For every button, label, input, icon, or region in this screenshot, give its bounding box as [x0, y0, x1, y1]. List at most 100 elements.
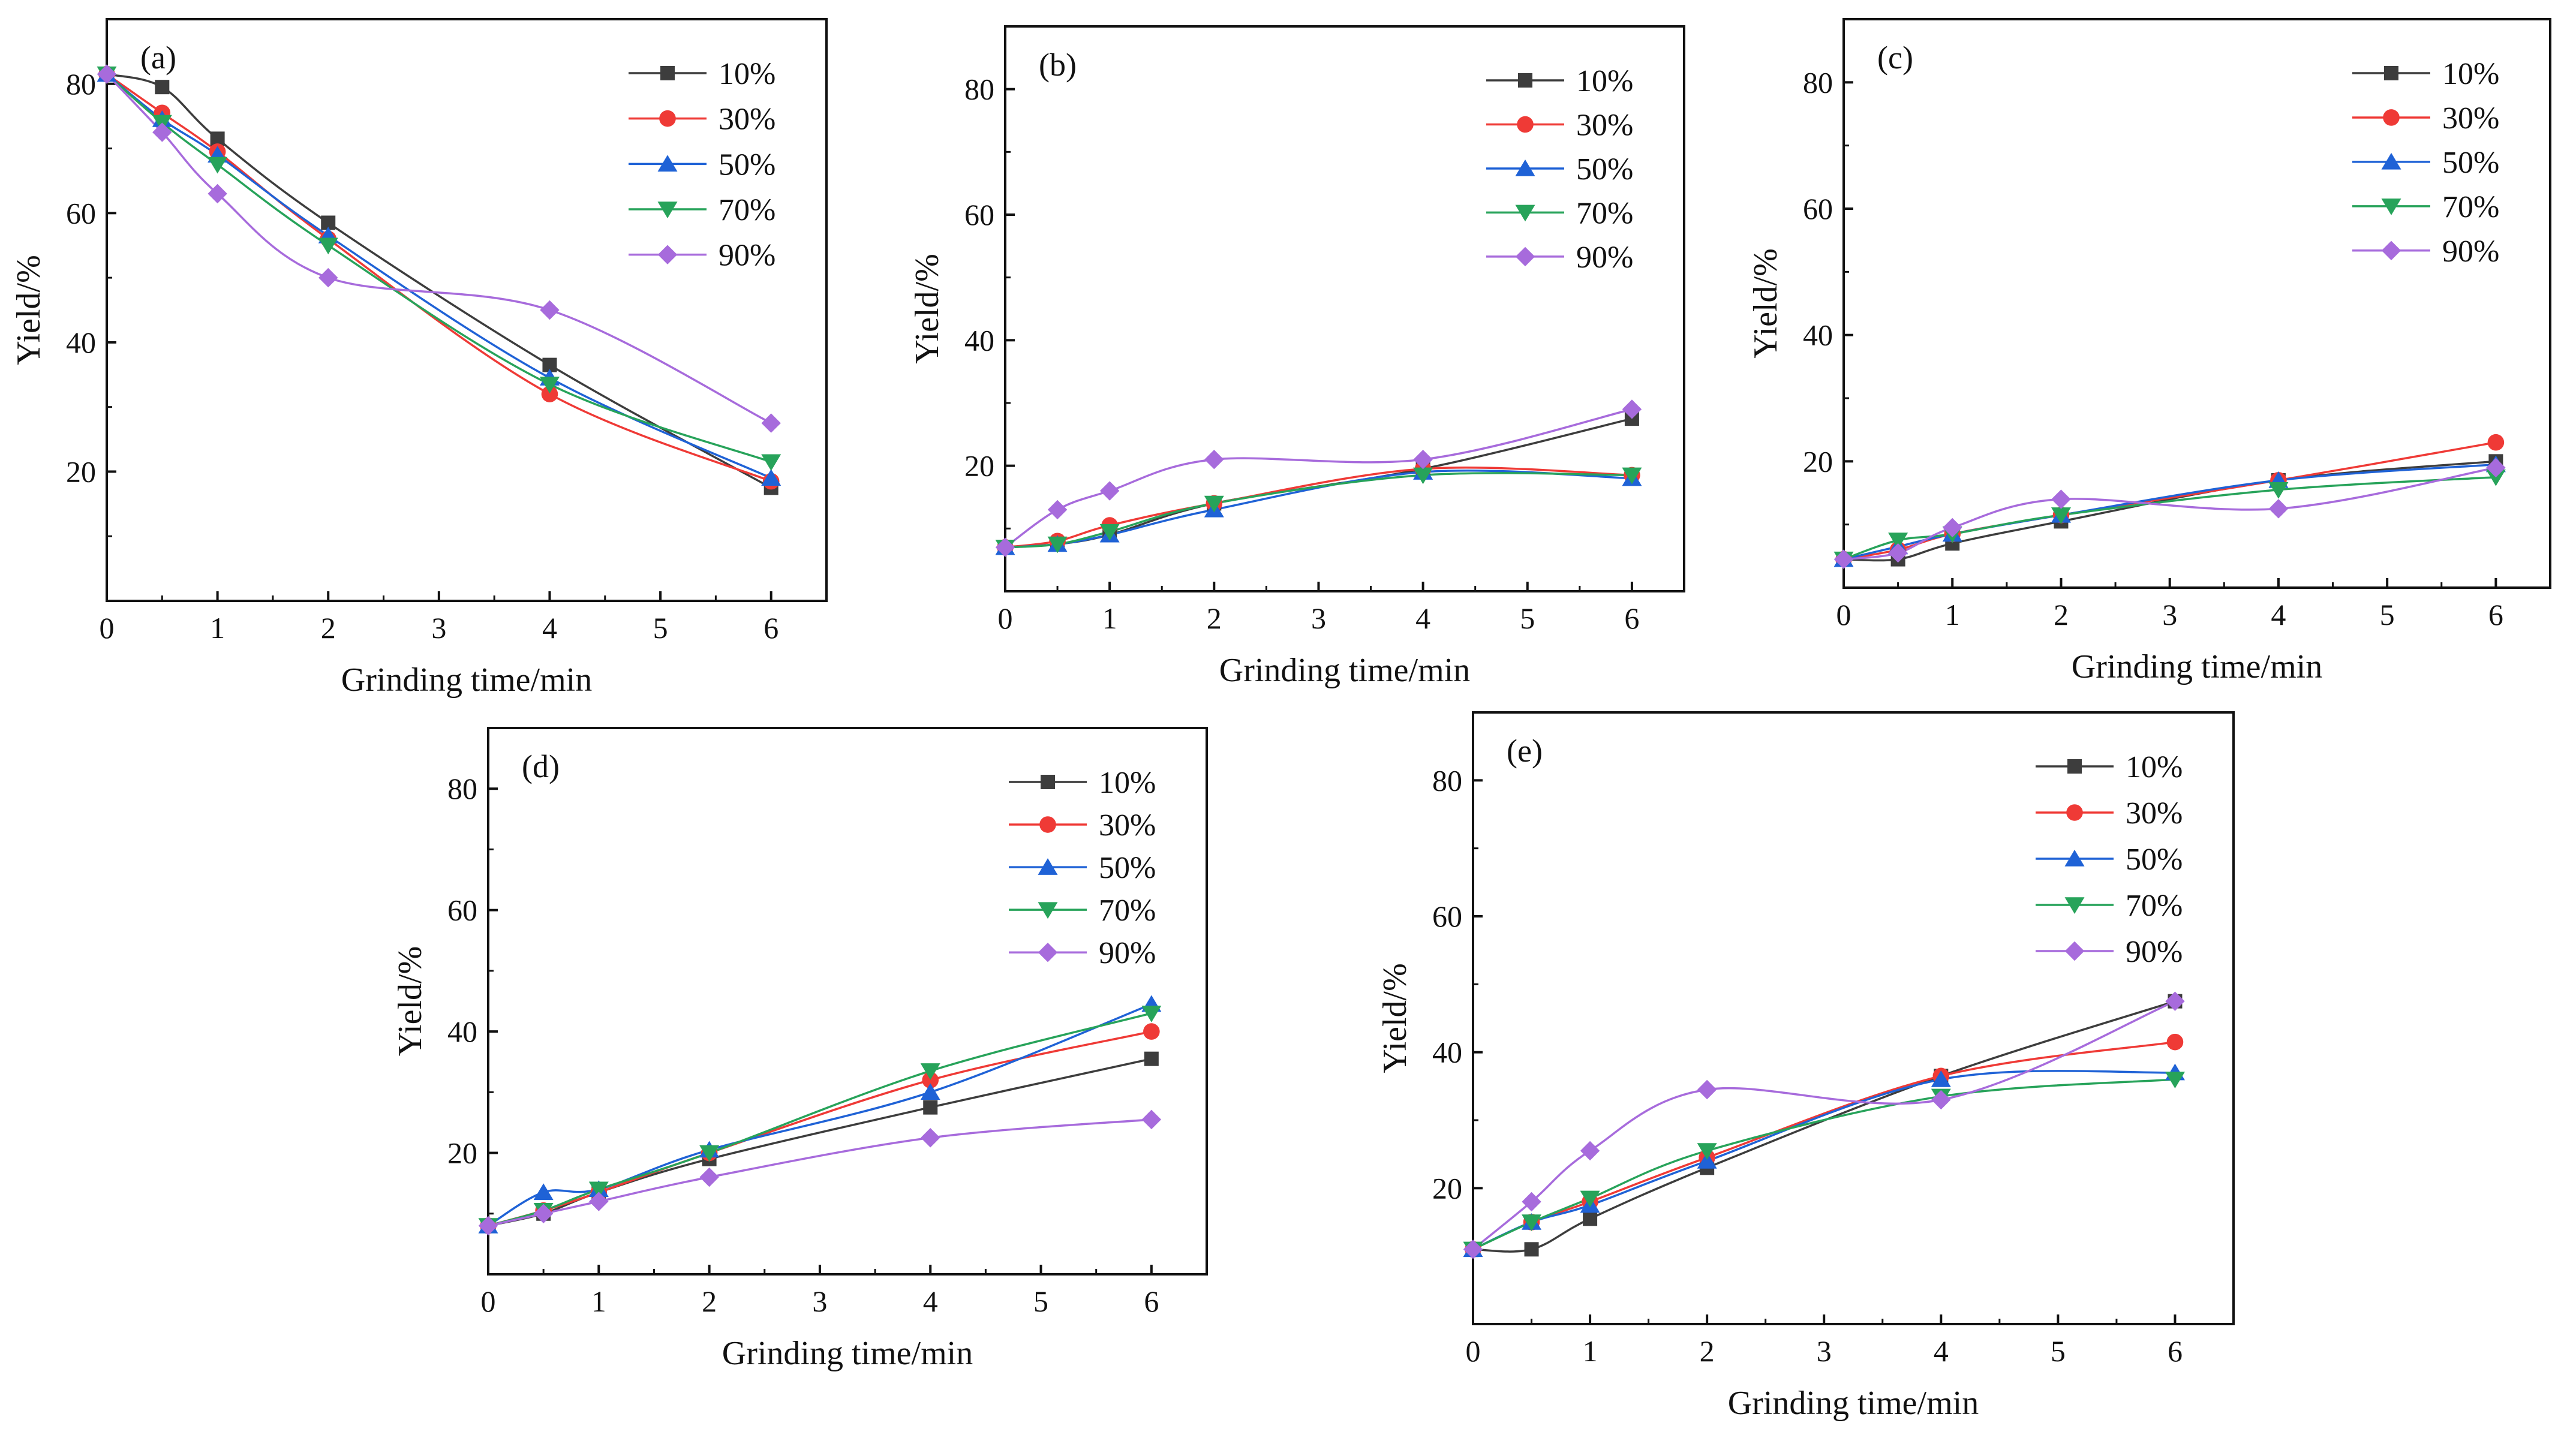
- x-tick-label-e-4: 4: [1934, 1334, 1949, 1368]
- legend-marker-c-4: [2381, 240, 2401, 260]
- x-tick-label-c-6: 6: [2488, 598, 2503, 631]
- data-point-d-3-5: [1141, 1005, 1162, 1022]
- panel-label-a: (a): [140, 40, 176, 76]
- data-point-a-4-3: [318, 267, 338, 288]
- data-point-a-1-4: [541, 386, 558, 402]
- data-point-e-0-2: [1583, 1211, 1598, 1226]
- data-point-c-4-1: [1888, 543, 1908, 563]
- y-axis-label-c: Yield/%: [1747, 248, 1784, 359]
- legend-label-b-2: 50%: [1576, 152, 1633, 186]
- legend-label-b-0: 10%: [1576, 64, 1633, 98]
- y-tick-label-c-0: 20: [1803, 444, 1833, 478]
- data-point-a-3-3: [318, 237, 338, 255]
- x-tick-label-d-1: 1: [591, 1284, 606, 1318]
- y-tick-label-e-0: 20: [1432, 1171, 1462, 1205]
- y-tick-label-a-2: 60: [66, 196, 96, 230]
- data-point-c-3-4: [2268, 482, 2289, 499]
- x-tick-label-a-3: 3: [431, 611, 446, 645]
- y-tick-label-c-3: 80: [1803, 65, 1833, 99]
- data-point-c-1-5: [2487, 434, 2505, 451]
- data-point-e-4-1: [1522, 1192, 1541, 1212]
- x-tick-label-d-2: 2: [702, 1284, 717, 1318]
- data-point-c-3-5: [2485, 469, 2506, 486]
- legend-label-e-0: 10%: [2126, 750, 2183, 784]
- legend-label-e-3: 70%: [2126, 889, 2183, 923]
- y-tick-label-a-0: 20: [66, 455, 96, 488]
- chart-c: 0 1 2 3 4 5 6 20 40 60 80 Grinding time/min Yield/% (…: [1747, 18, 2551, 685]
- y-tick-label-b-1: 40: [964, 323, 994, 357]
- x-axis-label-e: Grinding time/min: [1728, 1385, 1979, 1422]
- legend-label-d-4: 90%: [1099, 936, 1156, 970]
- x-tick-label-d-5: 5: [1033, 1284, 1048, 1318]
- legend-marker-e-2: [2064, 850, 2085, 867]
- legend-marker-b-0: [1518, 73, 1532, 88]
- legend-marker-b-2: [1515, 159, 1535, 176]
- data-point-c-4-3: [2051, 489, 2071, 509]
- x-tick-label-d-0: 0: [481, 1284, 496, 1318]
- x-tick-label-a-0: 0: [100, 611, 115, 645]
- plot-frame-b: [1004, 25, 1685, 592]
- plot-frame-d: [487, 727, 1208, 1275]
- legend-label-c-2: 50%: [2442, 146, 2499, 180]
- data-point-d-2-4: [920, 1083, 940, 1100]
- legend-marker-a-2: [657, 155, 678, 172]
- x-tick-label-d-4: 4: [923, 1284, 938, 1318]
- legend-marker-c-1: [2383, 109, 2400, 126]
- data-point-e-4-3: [1697, 1079, 1717, 1100]
- y-tick-label-e-1: 40: [1432, 1036, 1462, 1069]
- data-point-d-4-5: [1141, 1109, 1162, 1130]
- data-point-a-0-1: [155, 80, 170, 95]
- data-point-e-3-1: [1522, 1214, 1542, 1231]
- legend-label-e-4: 90%: [2126, 935, 2183, 969]
- legend-marker-c-3: [2381, 198, 2401, 215]
- data-point-d-3-2: [588, 1181, 609, 1199]
- legend-label-d-2: 50%: [1099, 851, 1156, 885]
- x-tick-label-a-2: 2: [321, 611, 336, 645]
- data-point-e-0-1: [1524, 1242, 1539, 1257]
- data-point-d-4-2: [589, 1192, 609, 1211]
- y-tick-label-e-3: 80: [1432, 763, 1462, 797]
- y-tick-label-d-3: 80: [447, 772, 477, 805]
- data-point-c-3-3: [2051, 507, 2071, 524]
- legend-label-b-3: 70%: [1576, 196, 1633, 230]
- series-line-e-0: [1472, 1000, 2176, 1253]
- legend-marker-e-0: [2067, 759, 2082, 774]
- data-point-d-3-4: [920, 1063, 940, 1080]
- x-tick-label-d-6: 6: [1144, 1284, 1159, 1318]
- legend-marker-a-3: [657, 201, 678, 218]
- x-tick-label-e-0: 0: [1466, 1334, 1481, 1368]
- data-point-d-2-1: [533, 1183, 554, 1201]
- legend-label-c-0: 10%: [2442, 57, 2499, 91]
- y-tick-label-a-3: 80: [66, 67, 96, 101]
- plot-frame-a: [106, 18, 828, 602]
- y-axis-label-d: Yield/%: [392, 946, 429, 1057]
- data-point-e-3-5: [2165, 1072, 2185, 1088]
- y-tick-label-b-2: 60: [964, 198, 994, 231]
- chart-e: 0 1 2 3 4 5 6 20 40 60 80 Grinding time/min Yield/% (…: [1376, 711, 2235, 1422]
- data-point-e-2-4: [1931, 1070, 1951, 1087]
- data-point-d-4-0: [478, 1216, 498, 1236]
- x-tick-label-e-1: 1: [1583, 1334, 1598, 1368]
- x-tick-label-c-0: 0: [1836, 598, 1851, 631]
- y-axis-label-a: Yield/%: [10, 255, 47, 365]
- data-point-b-4-1: [1047, 500, 1068, 520]
- legend-label-a-2: 50%: [719, 148, 775, 182]
- legend-label-d-1: 30%: [1099, 808, 1156, 843]
- data-point-b-3-2: [1099, 524, 1120, 541]
- data-point-d-1-5: [1143, 1023, 1160, 1040]
- x-tick-label-e-3: 3: [1817, 1334, 1832, 1368]
- data-point-b-4-5: [1622, 399, 1642, 419]
- data-point-c-4-0: [1833, 549, 1854, 569]
- legend-label-c-3: 70%: [2442, 190, 2499, 224]
- data-point-b-4-4: [1413, 450, 1433, 470]
- legend-marker-e-1: [2066, 804, 2083, 821]
- y-tick-label-d-0: 20: [447, 1136, 477, 1170]
- data-point-a-4-0: [97, 64, 117, 84]
- data-point-b-3-5: [1622, 467, 1642, 485]
- data-point-e-4-4: [1931, 1090, 1951, 1110]
- legend-label-a-1: 30%: [719, 103, 775, 137]
- y-tick-label-e-2: 60: [1432, 900, 1462, 933]
- x-axis-label-b: Grinding time/min: [1219, 652, 1470, 689]
- data-point-e-4-0: [1463, 1240, 1483, 1259]
- x-axis-label-a: Grinding time/min: [341, 661, 592, 699]
